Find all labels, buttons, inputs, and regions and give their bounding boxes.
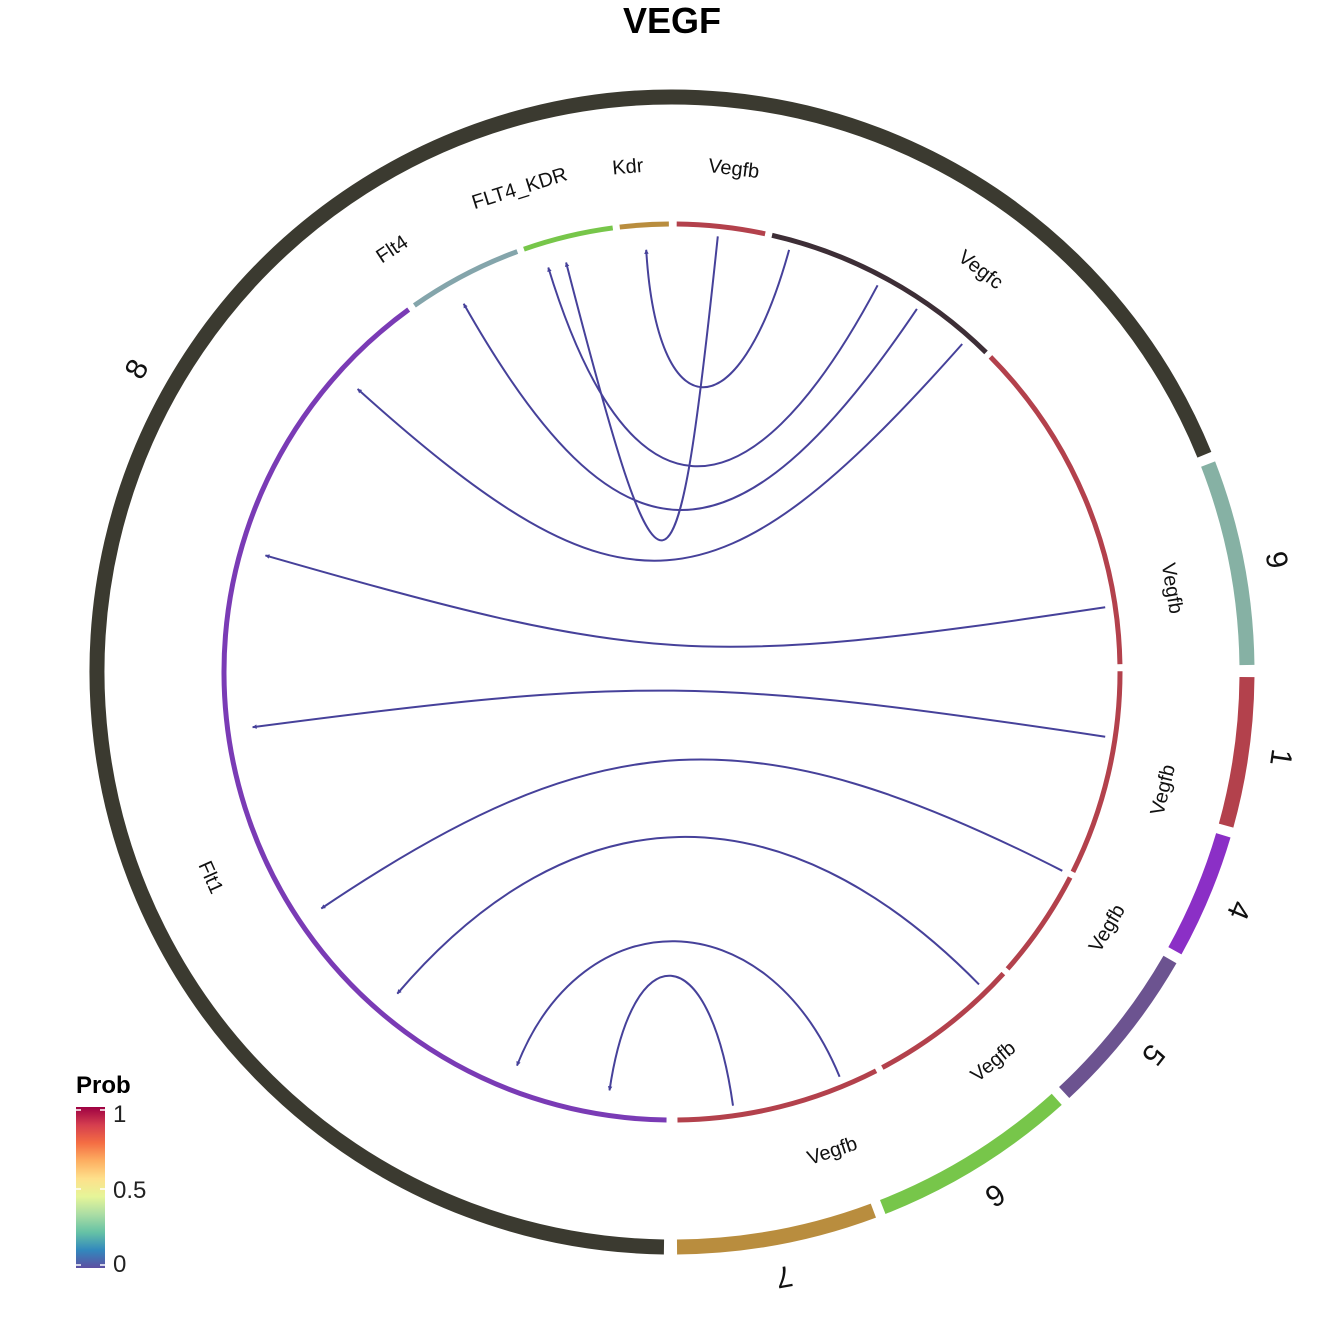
inner-arc-flt4-8: [412, 249, 519, 308]
prob-legend: Prob 1 0.5 0: [76, 1072, 146, 1278]
inner-arc-flt4-kdr-9: [523, 225, 614, 252]
legend-tick-0: 0: [113, 1251, 126, 1278]
outer-label-group-9: 9: [1259, 549, 1294, 571]
inner-sector-ring: [221, 221, 1123, 1123]
inner-label-vegfc-1: Vegfc: [954, 246, 1007, 294]
outer-arc-group-4: [1168, 833, 1231, 955]
link-9: [516, 940, 841, 1078]
outer-group-ring: [89, 89, 1255, 1255]
legend-tick-0-5: 0.5: [113, 1177, 146, 1204]
link-6: [252, 689, 1106, 738]
outer-arc-group-6: [879, 1093, 1062, 1214]
link-10: [607, 974, 734, 1106]
outer-group-labels: 8 9 1 4 5 6 7: [119, 354, 1298, 1294]
inner-sector-labels: Vegfb Vegfc Vegfb Vegfb Vegfb Vegfb Vegfb Flt1 F…: [194, 155, 1187, 1170]
legend-colorbar: [76, 1107, 105, 1268]
inner-label-kdr-10: Kdr: [611, 155, 644, 180]
outer-arc-group-5: [1059, 955, 1177, 1099]
link-4: [356, 343, 963, 562]
outer-arc-group-8: [89, 89, 1212, 1255]
link-1: [644, 249, 791, 389]
inner-arc-vegfb-4: [1005, 876, 1073, 971]
inner-label-flt1-7: Flt1: [194, 858, 228, 897]
outer-arc-group-9: [1201, 461, 1255, 666]
inner-arc-flt1-7: [221, 307, 667, 1123]
inner-label-vegfb-5: Vegfb: [967, 1037, 1020, 1087]
outer-arc-group-1: [1218, 676, 1255, 828]
inner-arc-vegfb-0: [676, 221, 766, 237]
link-2: [547, 267, 879, 468]
link-8: [396, 835, 980, 995]
inner-arc-vegfb-6: [677, 1068, 878, 1123]
inner-label-flt4-kdr-9: FLT4_KDR: [469, 163, 570, 214]
inner-arc-vegfb-3: [1070, 671, 1123, 874]
legend-title: Prob: [76, 1072, 131, 1099]
inner-arc-vegfb-5: [881, 971, 1006, 1070]
inner-label-vegfb-0: Vegfb: [707, 155, 760, 183]
outer-label-group-5: 5: [1135, 1038, 1171, 1072]
inner-label-vegfb-3: Vegfb: [1147, 762, 1180, 817]
outer-label-group-7: 7: [773, 1259, 795, 1294]
outer-arc-group-7: [676, 1203, 876, 1255]
outer-label-group-6: 6: [979, 1176, 1011, 1213]
chord-links: [252, 236, 1106, 1106]
inner-arc-vegfb-2: [988, 355, 1123, 665]
outer-label-group-1: 1: [1263, 747, 1298, 768]
outer-label-group-4: 4: [1220, 896, 1257, 924]
legend-tick-1: 1: [113, 1101, 126, 1128]
link-3: [462, 303, 918, 512]
link-5: [264, 554, 1106, 648]
link-0: [564, 236, 719, 542]
inner-arc-vegfc-1: [771, 232, 988, 355]
inner-arc-kdr-10: [619, 221, 669, 230]
link-7: [320, 758, 1063, 910]
inner-label-vegfb-4: Vegfb: [1085, 901, 1130, 956]
chart-title: VEGF: [623, 0, 721, 41]
outer-label-group-8: 8: [119, 354, 156, 385]
inner-label-vegfb-2: Vegfb: [1157, 561, 1187, 615]
inner-label-vegfb-6: Vegfb: [805, 1133, 861, 1170]
inner-label-flt4-8: Flt4: [372, 231, 412, 268]
